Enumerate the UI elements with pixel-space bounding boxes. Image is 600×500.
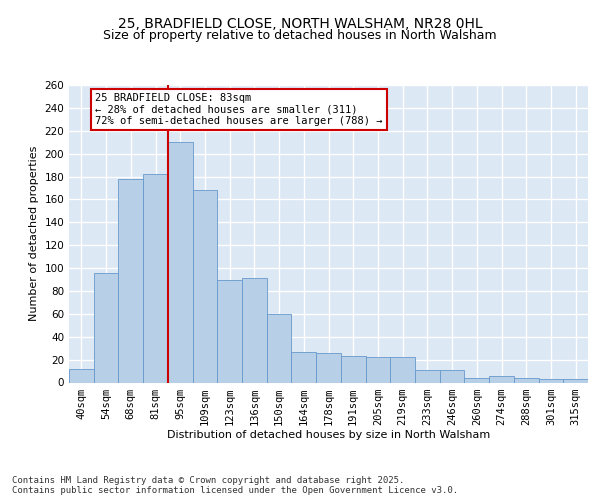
X-axis label: Distribution of detached houses by size in North Walsham: Distribution of detached houses by size … [167,430,490,440]
Bar [168,142,193,382]
Bar [489,376,514,382]
Bar [390,358,415,382]
Bar [118,179,143,382]
Bar [267,314,292,382]
Bar [563,379,588,382]
Bar [464,378,489,382]
Bar [193,190,217,382]
Bar [341,356,365,382]
Bar [316,353,341,382]
Bar [440,370,464,382]
Bar [514,378,539,382]
Bar [292,352,316,382]
Text: Size of property relative to detached houses in North Walsham: Size of property relative to detached ho… [103,29,497,42]
Y-axis label: Number of detached properties: Number of detached properties [29,146,39,322]
Bar [415,370,440,382]
Bar [143,174,168,382]
Bar [69,369,94,382]
Bar [94,272,118,382]
Bar [539,379,563,382]
Bar [365,358,390,382]
Text: 25, BRADFIELD CLOSE, NORTH WALSHAM, NR28 0HL: 25, BRADFIELD CLOSE, NORTH WALSHAM, NR28… [118,18,482,32]
Bar [217,280,242,382]
Bar [242,278,267,382]
Text: Contains HM Land Registry data © Crown copyright and database right 2025.
Contai: Contains HM Land Registry data © Crown c… [12,476,458,495]
Text: 25 BRADFIELD CLOSE: 83sqm
← 28% of detached houses are smaller (311)
72% of semi: 25 BRADFIELD CLOSE: 83sqm ← 28% of detac… [95,93,382,126]
